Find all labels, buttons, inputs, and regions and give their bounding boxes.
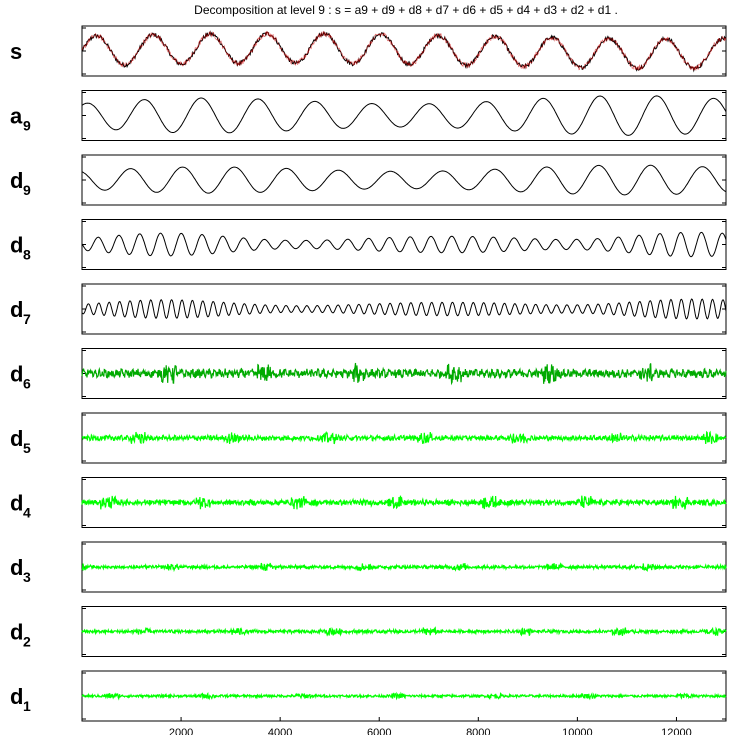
plot-frame: [81, 25, 727, 77]
series-noise: [81, 30, 727, 71]
x-tick-label: 4000: [268, 727, 292, 735]
row-label-subscript: 5: [23, 440, 31, 456]
plot-frame: [81, 283, 727, 335]
panels: sa 9d 9d 8d 7d 6d 5d 4d 3d 2d 1: [10, 25, 727, 722]
row-label: d: [10, 555, 23, 580]
row-label-subscript: 9: [23, 182, 31, 198]
series-line: [81, 231, 727, 258]
row-label: d: [10, 620, 23, 645]
row-label-subscript: 8: [23, 247, 31, 263]
row-label: d: [10, 491, 23, 516]
series-line: [81, 30, 727, 73]
row-label-subscript: 9: [23, 118, 31, 134]
plot-frame: [81, 90, 727, 141]
row-label: d: [10, 684, 23, 709]
x-tick-label: 6000: [367, 727, 391, 735]
x-tick-label: 2000: [169, 727, 193, 735]
series-line: [81, 95, 727, 136]
row-label-subscript: 2: [23, 634, 31, 650]
x-tick-label: 12000: [661, 727, 692, 735]
row-label-subscript: 7: [23, 311, 31, 327]
x-tick-label: 10000: [562, 727, 593, 735]
x-tick-label: 8000: [466, 727, 490, 735]
row-label: d: [10, 297, 23, 322]
series-line: [81, 691, 727, 701]
plot-frame: [81, 219, 727, 270]
series-line: [81, 298, 727, 320]
row-label: a: [10, 104, 23, 129]
series-line: [81, 362, 727, 386]
series-line: [81, 430, 727, 445]
series-line: [81, 495, 727, 510]
row-label: d: [10, 168, 23, 193]
chart-title: Decomposition at level 9 : s = a9 + d9 +…: [194, 3, 618, 17]
row-label: s: [10, 39, 22, 64]
row-label-subscript: 1: [23, 698, 31, 714]
x-axis-ticks: 2000 4000 6000 8000 10000 12000: [169, 717, 692, 735]
row-label: d: [10, 362, 23, 387]
panel-s: s: [10, 25, 727, 77]
row-label-subscript: 3: [23, 569, 31, 585]
row-label-subscript: 6: [23, 376, 31, 392]
series-line: [81, 626, 727, 637]
series-line: [81, 164, 727, 196]
row-label-subscript: 4: [23, 505, 31, 521]
row-label: d: [10, 233, 23, 258]
row-label: d: [10, 426, 23, 451]
series-line: [81, 562, 727, 573]
